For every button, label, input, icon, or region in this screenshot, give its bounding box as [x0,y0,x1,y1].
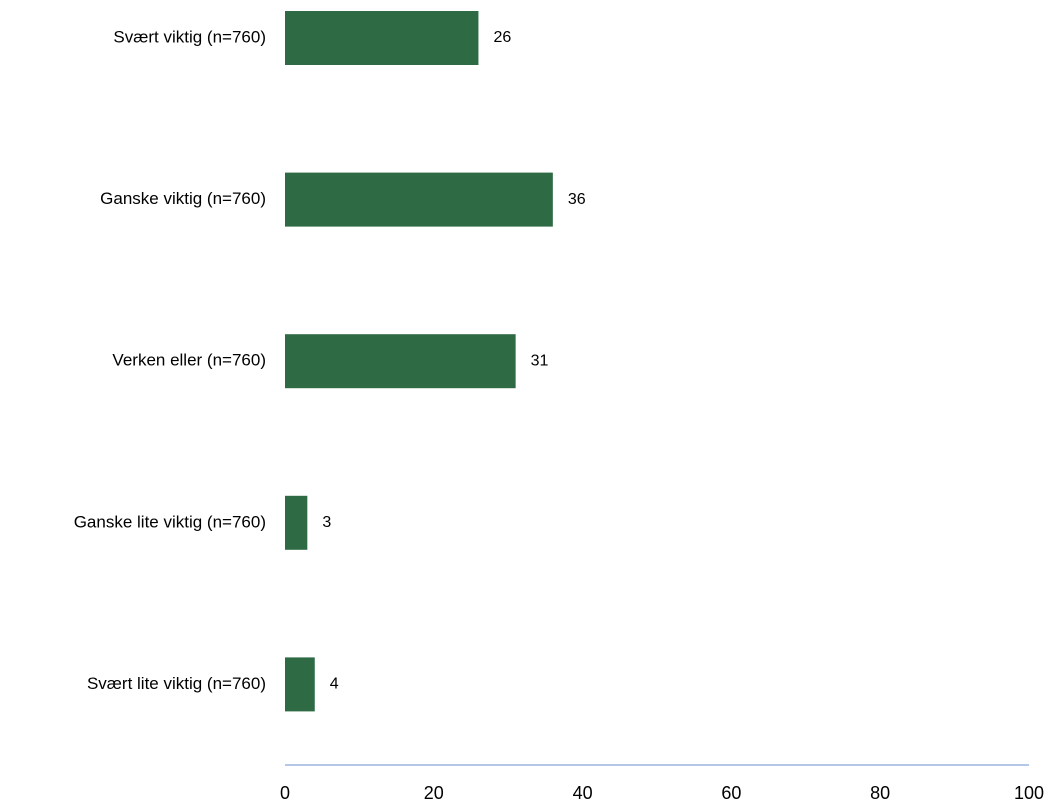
category-label: Ganske viktig (n=760) [100,189,266,208]
x-tick-label: 20 [424,783,444,801]
bar-1 [285,11,479,65]
x-tick-labels: 0 20 40 60 80 100 [280,783,1044,801]
value-label: 4 [330,676,339,693]
category-label: Verken eller (n=760) [112,351,266,370]
value-label: 36 [568,191,586,208]
bar-3 [285,334,516,389]
value-label: 3 [322,514,331,531]
category-label: Svært viktig (n=760) [113,27,266,46]
value-labels: 26 36 31 3 4 [322,29,585,692]
x-tick-label: 60 [721,783,741,801]
value-label: 26 [493,29,511,46]
x-tick-label: 100 [1014,783,1044,801]
x-tick-label: 40 [573,783,593,801]
x-tick-label: 0 [280,783,290,801]
bar-4 [285,495,308,550]
category-label: Ganske lite viktig (n=760) [74,512,266,531]
category-labels: Svært viktig (n=760) Ganske viktig (n=760… [74,27,266,692]
bars-layer [285,11,553,712]
value-label: 31 [531,352,549,369]
bar-2 [285,172,553,227]
bar-5 [285,657,315,712]
category-label: Svært lite viktig (n=760) [87,674,266,693]
x-tick-label: 80 [870,783,890,801]
